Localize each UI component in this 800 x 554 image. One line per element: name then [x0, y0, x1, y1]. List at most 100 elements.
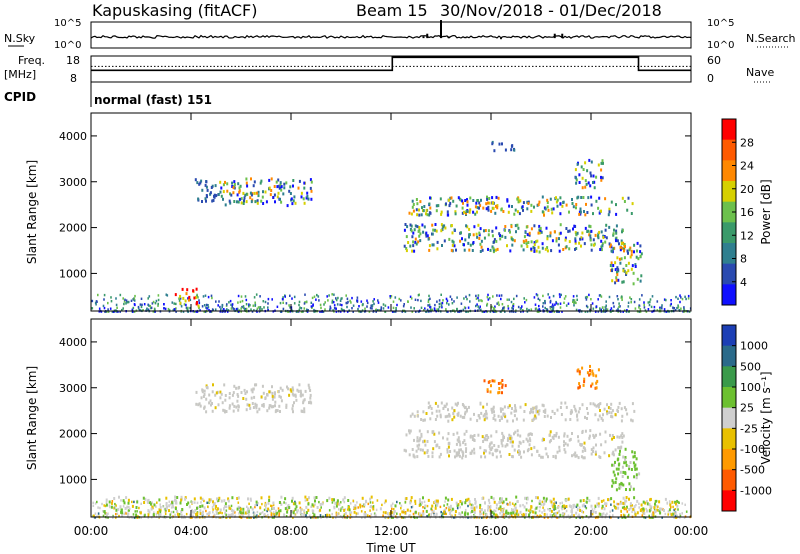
data-point: [200, 179, 203, 183]
data-point: [581, 176, 584, 180]
data-point: [490, 384, 492, 388]
data-point: [457, 440, 460, 443]
data-point: [429, 211, 432, 215]
data-point: [543, 213, 545, 217]
data-point: [547, 208, 550, 212]
data-point: [175, 307, 177, 310]
data-point: [436, 503, 439, 507]
data-point: [209, 310, 211, 313]
data-point: [501, 385, 504, 389]
data-point: [438, 305, 441, 309]
data-point: [615, 276, 618, 280]
data-point: [249, 497, 252, 501]
data-point: [622, 513, 625, 517]
data-point: [420, 432, 423, 436]
data-point: [562, 515, 564, 518]
data-point: [233, 180, 236, 184]
data-point: [253, 395, 256, 399]
data-point: [501, 407, 504, 411]
data-point: [293, 401, 295, 405]
data-point: [548, 310, 551, 313]
data-point: [459, 500, 462, 503]
data-point: [203, 406, 206, 410]
data-point: [374, 513, 377, 517]
data-point: [424, 504, 427, 508]
data-point: [348, 508, 351, 512]
data-point: [630, 468, 633, 471]
data-point: [623, 505, 625, 509]
data-point: [260, 496, 263, 500]
data-point: [234, 511, 236, 514]
data-point: [226, 189, 229, 193]
data-point: [222, 190, 225, 194]
data-point: [573, 299, 576, 302]
data-point: [623, 243, 626, 246]
data-point: [494, 211, 497, 215]
data-point: [578, 407, 581, 411]
data-point: [476, 235, 479, 239]
data-point: [567, 514, 570, 517]
data-point: [319, 303, 322, 307]
data-point: [681, 512, 683, 515]
data-point: [469, 300, 471, 303]
data-point: [597, 418, 600, 422]
data-point: [528, 233, 531, 237]
data-point: [273, 506, 275, 510]
data-point: [92, 504, 95, 507]
data-point: [375, 308, 377, 311]
data-point: [473, 506, 476, 509]
data-point: [298, 303, 300, 307]
data-point: [574, 454, 577, 458]
data-point: [615, 231, 618, 235]
data-point: [526, 497, 529, 501]
data-point: [650, 305, 653, 309]
data-point: [592, 402, 595, 406]
data-point: [511, 205, 513, 208]
data-point: [522, 418, 525, 422]
data-point: [273, 395, 276, 399]
data-point: [614, 261, 617, 265]
data-point: [483, 509, 486, 513]
data-point: [281, 297, 284, 301]
data-point: [392, 508, 395, 511]
ytick-label: 3000: [59, 382, 87, 395]
data-point: [462, 453, 464, 457]
data-point: [292, 410, 294, 414]
data-point: [393, 510, 396, 514]
data-point: [431, 223, 434, 227]
data-point: [444, 415, 447, 419]
data-point: [194, 501, 196, 504]
data-point: [418, 498, 421, 502]
data-point: [491, 510, 494, 514]
data-point: [163, 303, 165, 306]
data-point: [410, 506, 413, 509]
data-point: [687, 294, 690, 298]
data-point: [526, 207, 529, 211]
data-point: [533, 249, 536, 253]
data-point: [371, 505, 373, 509]
data-point: [446, 213, 449, 217]
data-point: [673, 307, 676, 310]
data-point: [433, 440, 436, 444]
data-point: [255, 406, 258, 410]
data-point: [313, 295, 316, 298]
data-point: [228, 199, 231, 203]
data-point: [345, 301, 348, 305]
data-point: [444, 508, 446, 511]
data-point: [218, 511, 221, 515]
data-point: [447, 419, 450, 423]
data-point: [320, 516, 322, 519]
data-point: [653, 508, 656, 511]
data-point: [575, 516, 578, 519]
data-point: [481, 497, 484, 500]
data-point: [220, 392, 223, 396]
data-point: [434, 303, 436, 307]
data-point: [148, 510, 151, 514]
data-point: [447, 432, 450, 436]
data-point: [250, 200, 253, 204]
data-point: [559, 306, 562, 309]
data-point: [595, 443, 597, 447]
data-point: [608, 207, 611, 211]
data-point: [486, 295, 489, 299]
data-point: [636, 249, 638, 253]
